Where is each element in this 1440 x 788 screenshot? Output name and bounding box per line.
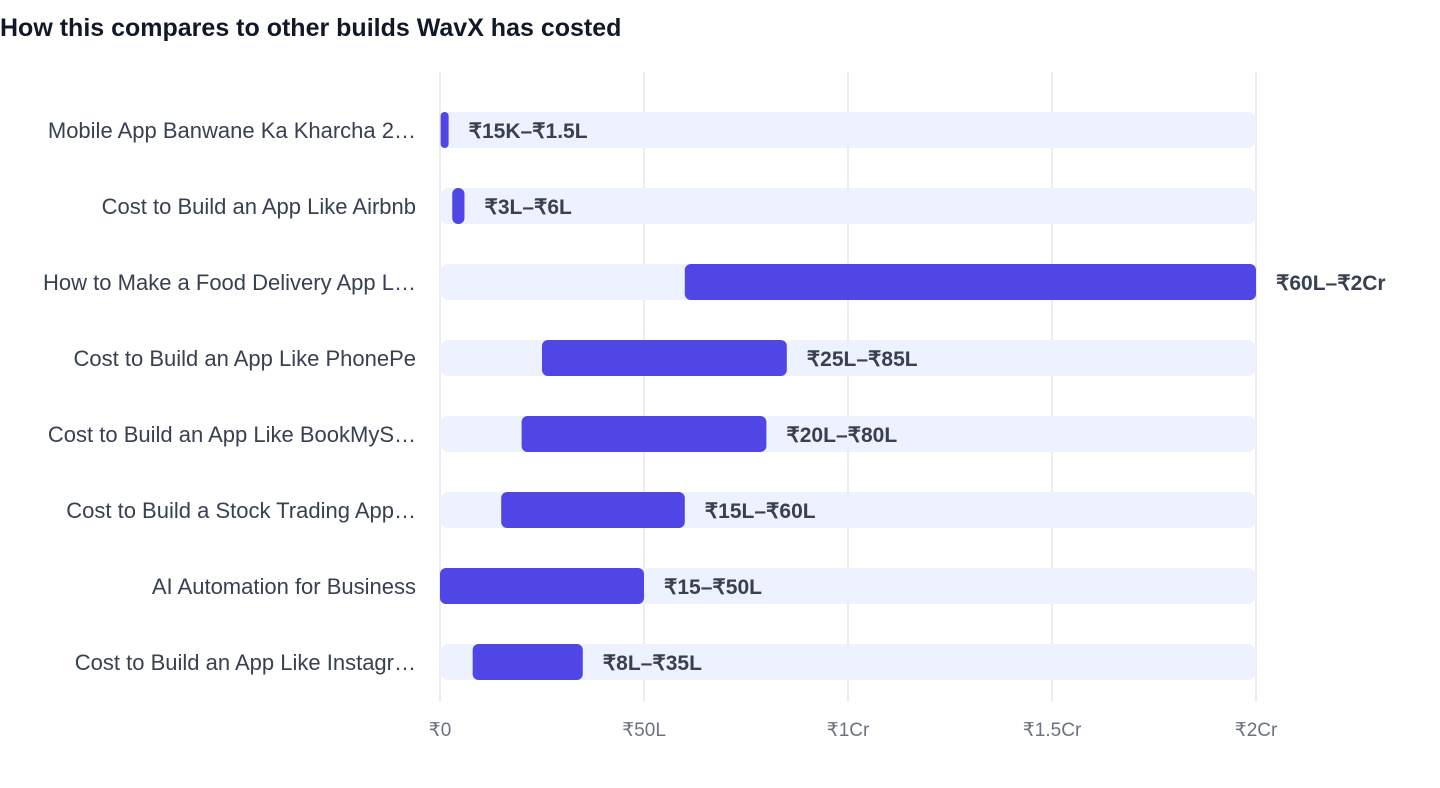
x-tick-label: ₹0 bbox=[429, 720, 452, 741]
range-bar[interactable] bbox=[542, 340, 787, 376]
range-bar[interactable] bbox=[684, 264, 1256, 300]
category-label: Cost to Build an App Like Instagr… bbox=[75, 650, 416, 675]
value-label: ₹20L–₹80L bbox=[786, 424, 897, 447]
value-label: ₹15K–₹1.5L bbox=[469, 120, 588, 143]
bar-track bbox=[440, 644, 1256, 680]
bar-layer bbox=[440, 112, 1256, 680]
category-label: Mobile App Banwane Ka Kharcha 2… bbox=[48, 118, 416, 143]
x-tick-label: ₹1Cr bbox=[827, 720, 870, 741]
x-tick-label: ₹1.5Cr bbox=[1023, 720, 1082, 741]
tick-layer: ₹0 ₹50L ₹1Cr ₹1.5Cr ₹2Cr bbox=[429, 720, 1278, 741]
value-label: ₹15L–₹60L bbox=[705, 500, 816, 523]
chart-title: How this compares to other builds WavX h… bbox=[0, 14, 622, 42]
bar-track bbox=[440, 188, 1256, 224]
value-label: ₹15–₹50L bbox=[664, 576, 762, 599]
category-label: Cost to Build a Stock Trading App… bbox=[66, 498, 416, 523]
category-label: How to Make a Food Delivery App L… bbox=[43, 270, 416, 295]
range-bar[interactable] bbox=[521, 416, 767, 452]
range-bar[interactable] bbox=[472, 644, 583, 680]
value-label: ₹60L–₹2Cr bbox=[1276, 272, 1386, 295]
x-tick-label: ₹50L bbox=[622, 720, 666, 741]
value-label: ₹8L–₹35L bbox=[603, 652, 702, 675]
range-bar[interactable] bbox=[440, 568, 644, 604]
value-label: ₹25L–₹85L bbox=[807, 348, 918, 371]
category-label: Cost to Build an App Like PhonePe bbox=[74, 346, 416, 371]
category-label: AI Automation for Business bbox=[152, 574, 416, 599]
range-bar[interactable] bbox=[452, 188, 465, 224]
value-label: ₹3L–₹6L bbox=[484, 196, 572, 219]
range-bar[interactable] bbox=[440, 112, 449, 148]
label-layer: Mobile App Banwane Ka Kharcha 2… ₹15K–₹1.… bbox=[43, 118, 1386, 675]
range-bar[interactable] bbox=[501, 492, 685, 528]
category-label: Cost to Build an App Like BookMyS… bbox=[48, 422, 416, 447]
category-label: Cost to Build an App Like Airbnb bbox=[102, 194, 416, 219]
bar-track bbox=[440, 112, 1256, 148]
grid-layer bbox=[439, 72, 1257, 702]
x-tick-label: ₹2Cr bbox=[1235, 720, 1278, 741]
